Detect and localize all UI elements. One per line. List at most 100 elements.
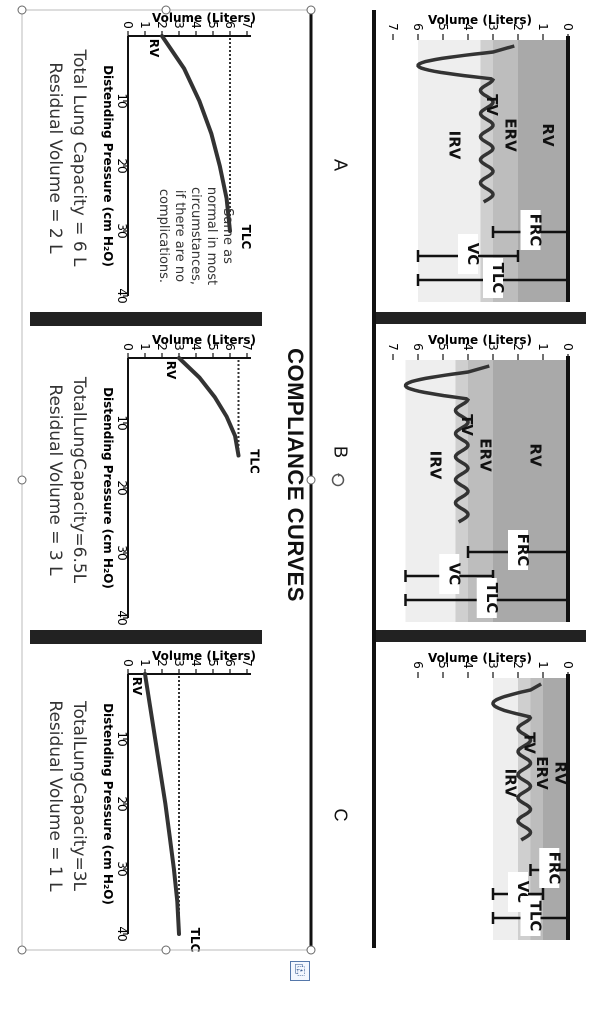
bracket-label-bg: [458, 234, 478, 274]
volume-tick-label: 6: [411, 343, 425, 351]
note-line: circumstances,: [188, 187, 203, 285]
rv-label: RV: [552, 761, 570, 785]
separator-bar-top-right: [376, 312, 586, 324]
erv-label: ERV: [533, 756, 551, 790]
selection-handle[interactable]: [17, 945, 27, 955]
volume-tick-label: 3: [486, 343, 500, 351]
selection-handle[interactable]: [306, 945, 316, 955]
compliance-point: [225, 197, 229, 200]
volume-tick-label: 0: [121, 343, 135, 351]
volume-tick-label: 2: [511, 661, 525, 669]
compliance-point: [237, 454, 240, 457]
volume-tick-label: 2: [155, 343, 169, 351]
bracket-label-bg: [520, 896, 541, 936]
selection-handle[interactable]: [17, 475, 27, 485]
rv-point-label: RV: [147, 39, 161, 58]
volume-tick-label: 6: [411, 23, 425, 31]
pressure-tick-label: 40: [115, 610, 129, 625]
bracket-label: FRC: [527, 214, 545, 247]
erv-label: ERV: [477, 438, 495, 472]
rotate-icon[interactable]: [330, 472, 346, 488]
tv-label: TV: [483, 94, 501, 116]
volume-tick-label: 7: [240, 343, 254, 351]
pressure-tick-label: 20: [115, 796, 129, 811]
selection-handle[interactable]: [17, 5, 27, 15]
breathing-curve: [403, 364, 490, 524]
compliance-point: [213, 395, 217, 399]
volume-tick-label: 5: [206, 21, 220, 29]
volume-tick-label: 4: [189, 343, 203, 351]
compliance-point: [197, 376, 201, 379]
rv-band: [493, 360, 568, 622]
compliance-point: [163, 802, 167, 806]
bracket-label-bg: [483, 258, 503, 298]
rv-point-label: RV: [164, 361, 178, 380]
volume-tick-label: 4: [461, 343, 475, 351]
compliance-chart-a: Volume (Liters) 0 1 2 3 4 5 6 7 10 20 30 40 Distendin…: [45, 11, 256, 304]
compliance-point: [197, 99, 201, 103]
compliance-point: [175, 900, 179, 903]
pressure-axis-title: Distending Pressure (cm H₂O): [101, 387, 115, 589]
note-line: if there are no: [172, 190, 187, 282]
rv-band: [518, 40, 568, 302]
compliance-point: [158, 770, 162, 773]
bracket-label-bg: [439, 554, 460, 594]
tlc-point-label: TLC: [239, 225, 253, 250]
pressure-tick-label: 10: [115, 415, 129, 430]
rv-point-label: RV: [130, 677, 144, 696]
volume-tick-label: 5: [436, 343, 450, 351]
irv-label: IRV: [502, 769, 520, 798]
volume-tick-label: 7: [240, 21, 254, 29]
breathing-curve: [416, 44, 515, 204]
tv-label: TV: [520, 732, 538, 754]
bracket-label: FRC: [545, 852, 563, 885]
volume-tick-label: 3: [486, 661, 500, 669]
volume-axis-title: Volume (Liters): [428, 333, 532, 347]
compliance-point: [225, 415, 229, 418]
volume-tick-label: 1: [536, 23, 550, 31]
compliance-point: [148, 705, 152, 708]
caption-line: TotalLungCapacity=6.5L: [69, 376, 89, 584]
separator-bar-top: [30, 312, 262, 326]
volume-tick-label: 5: [436, 23, 450, 31]
volume-tick-label: 1: [138, 343, 152, 351]
bracket-label-bg: [539, 848, 560, 888]
volume-tick-label: 1: [536, 343, 550, 351]
compliance-axis-title: Volume (Liters): [152, 11, 256, 25]
column-letter-a: A: [330, 158, 351, 172]
rv-band: [543, 678, 568, 940]
selection-handle[interactable]: [161, 5, 171, 15]
volume-tick-label: 0: [561, 661, 575, 669]
selection-handle[interactable]: [306, 475, 316, 485]
volume-tick-label: 4: [461, 23, 475, 31]
irv-label: IRV: [427, 451, 445, 480]
erv-label: ERV: [502, 118, 520, 152]
compliance-chart-b: Volume (Liters) 0 1 2 3 4 5 6 7 10 20 30 40 Distendin…: [45, 333, 262, 626]
volume-axis-title: Volume (Liters): [428, 13, 532, 27]
selection-handle[interactable]: [161, 945, 171, 955]
paste-options-icon[interactable]: ⎘: [290, 961, 310, 981]
pressure-tick-label: 30: [115, 861, 129, 876]
volume-tick-label: 3: [486, 23, 500, 31]
pressure-tick-label: 40: [115, 926, 129, 941]
volume-tick-label: 7: [240, 659, 254, 667]
column-letter-b: B: [330, 445, 351, 459]
compliance-point: [218, 164, 222, 168]
compliance-point: [182, 67, 186, 70]
volume-tick-label: 1: [138, 659, 152, 667]
bracket-label-bg: [520, 210, 541, 250]
compliance-point: [160, 34, 164, 38]
volume-tick-label: 7: [386, 23, 400, 31]
caption-line: Residual Volume = 2 L: [45, 62, 65, 254]
volume-tick-label: 0: [561, 343, 575, 351]
bracket-label-bg: [476, 578, 497, 618]
selection-handle[interactable]: [306, 5, 316, 15]
volume-axis-title: Volume (Liters): [428, 651, 532, 665]
volume-tick-label: 3: [172, 659, 186, 667]
volume-tick-label: 1: [138, 21, 152, 29]
volume-tick-label: 2: [511, 23, 525, 31]
